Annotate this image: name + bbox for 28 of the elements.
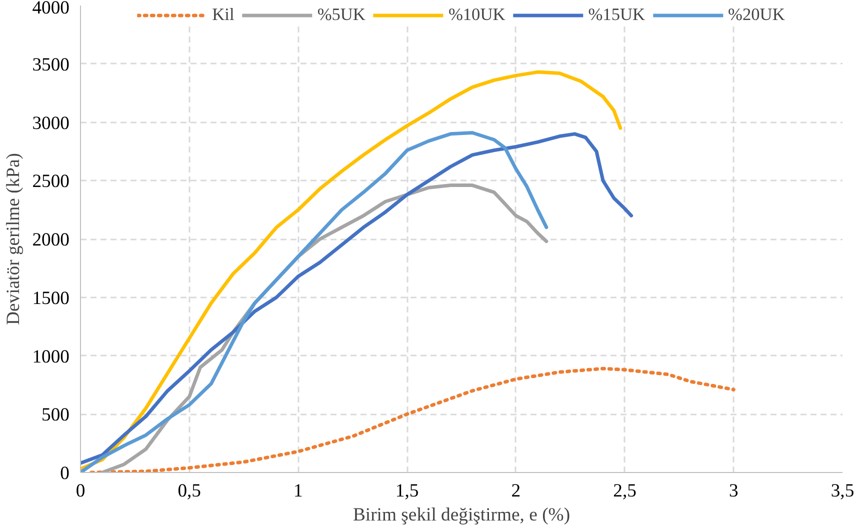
y-tick-label: 1000 [32, 346, 70, 368]
y-tick-label: 2500 [32, 171, 70, 192]
y-tick-label: 3000 [32, 112, 70, 134]
line-series [90, 366, 736, 472]
legend-label: Kil [212, 5, 234, 25]
x-tick-label: 1,5 [395, 480, 419, 502]
y-tick-label: 2000 [32, 230, 70, 250]
legend-label: %15UK [588, 5, 646, 25]
y-tick-label: 500 [42, 404, 70, 426]
y-axis-title: Deviatör gerilme (kPa) [3, 152, 24, 325]
legend-label: %20UK [728, 5, 785, 25]
y-tick-label: 4000 [32, 0, 70, 18]
legend-label: %5UK [317, 5, 366, 25]
legend-label: %10UK [448, 5, 506, 25]
line-series [80, 131, 548, 472]
x-tick-label: 1 [294, 480, 303, 502]
line-series [80, 70, 622, 471]
x-tick-label: 0,5 [178, 480, 202, 502]
x-tick-label: 3 [728, 480, 738, 502]
x-axis-title: Birim şekil değiştirme, e (%) [352, 504, 570, 526]
line-series [80, 132, 634, 465]
x-tick-label: 3,5 [830, 480, 854, 502]
y-tick-label: 0 [60, 463, 70, 484]
x-tick-label: 0 [76, 480, 86, 502]
x-tick-label: 2,5 [613, 480, 636, 502]
y-tick-label: 3500 [32, 54, 70, 76]
x-tick-label: 2 [511, 480, 521, 502]
y-tick-label: 1500 [32, 288, 70, 309]
